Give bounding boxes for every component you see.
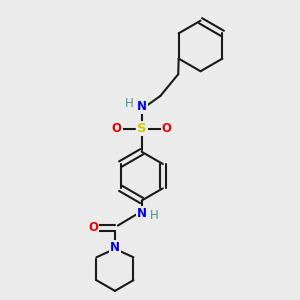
Text: N: N	[110, 241, 120, 254]
Text: H: H	[125, 97, 134, 110]
Text: O: O	[88, 221, 98, 234]
Text: N: N	[137, 100, 147, 113]
Text: O: O	[112, 122, 122, 135]
Text: O: O	[162, 122, 172, 135]
Text: N: N	[137, 206, 147, 220]
Text: S: S	[137, 122, 146, 135]
Text: H: H	[150, 209, 158, 222]
